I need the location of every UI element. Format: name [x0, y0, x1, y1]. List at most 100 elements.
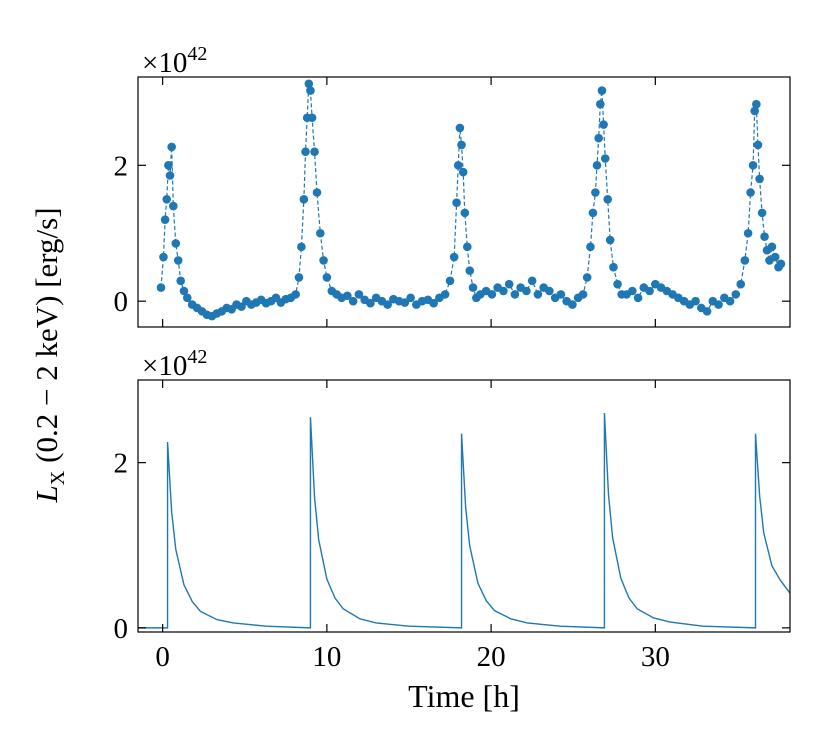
data-point: [354, 290, 364, 299]
data-point: [499, 286, 508, 296]
x-tick-label: 30: [641, 641, 670, 673]
data-point: [162, 194, 172, 204]
data-point: [725, 296, 735, 306]
y-tick-label: 0: [114, 613, 129, 645]
data-point: [714, 300, 723, 309]
x-tick-label: 0: [155, 641, 170, 673]
data-point: [452, 198, 461, 207]
data-point: [179, 286, 189, 296]
data-point: [760, 232, 769, 241]
data-point: [343, 291, 352, 301]
data-point: [533, 290, 543, 299]
data-point: [173, 256, 183, 265]
data-point: [522, 286, 531, 296]
data-point: [449, 252, 459, 262]
data-point: [691, 296, 700, 306]
data-point: [605, 235, 615, 245]
data-point: [487, 290, 497, 299]
data-point: [545, 286, 554, 296]
data-point: [757, 208, 767, 218]
data-point: [591, 188, 600, 197]
data-point: [460, 208, 470, 218]
data-point: [169, 201, 178, 211]
data-point: [159, 252, 168, 262]
data-point: [176, 276, 186, 286]
x-tick-label: 10: [312, 641, 341, 673]
data-point: [299, 194, 309, 204]
x-tick-label: 20: [477, 641, 506, 673]
data-point: [348, 296, 358, 306]
data-point: [319, 256, 328, 265]
data-point: [465, 266, 475, 275]
y-tick-label: 0: [114, 286, 129, 318]
offset-base: ×10: [142, 350, 187, 382]
data-point: [322, 273, 332, 282]
data-point: [156, 283, 166, 292]
data-point: [767, 242, 777, 252]
data-point: [597, 86, 607, 95]
data-point: [237, 302, 246, 311]
data-point: [164, 161, 173, 170]
data-point: [594, 133, 603, 143]
data-point: [304, 79, 314, 89]
data-point: [458, 167, 468, 177]
data-point: [310, 147, 319, 157]
data-point: [301, 147, 310, 157]
data-point: [750, 106, 759, 116]
data-point: [160, 215, 170, 224]
axes-frame: [137, 379, 791, 633]
data-point: [366, 298, 375, 308]
data-point: [603, 194, 613, 204]
data-point: [182, 293, 192, 303]
data-point: [527, 276, 537, 286]
data-point: [406, 293, 415, 303]
data-point: [599, 120, 608, 129]
data-point: [588, 208, 598, 218]
data-point: [306, 86, 315, 95]
data-point: [731, 290, 741, 299]
data-point: [600, 154, 610, 163]
offset-base: ×10: [142, 47, 187, 79]
data-point: [445, 276, 455, 286]
data-point: [297, 242, 306, 252]
dashed-line: [160, 83, 782, 317]
data-point: [592, 161, 602, 170]
plot-area: [138, 413, 790, 629]
data-point: [312, 188, 322, 197]
data-point: [307, 113, 317, 123]
data-point: [440, 290, 450, 299]
data-point: [748, 161, 758, 170]
data-point: [596, 99, 605, 109]
data-point: [586, 242, 595, 252]
data-point: [578, 290, 588, 299]
data-point: [736, 279, 746, 289]
data-point: [468, 283, 478, 292]
model-line: [138, 413, 790, 629]
data-point: [743, 228, 753, 238]
data-point: [165, 171, 175, 180]
offset-exponent: 42: [187, 346, 207, 368]
offset-label: ×1042: [142, 346, 207, 382]
data-point: [755, 174, 764, 184]
data-point: [776, 259, 786, 269]
data-point: [453, 161, 463, 170]
data-point: [455, 123, 465, 133]
data-point: [383, 300, 392, 309]
data-point: [746, 188, 755, 197]
x-axis-label: Time [h]: [408, 678, 520, 714]
data-point: [770, 252, 780, 262]
data-point: [504, 279, 514, 289]
data-point: [294, 273, 304, 282]
y-tick-label: 2: [114, 150, 129, 182]
data-point: [645, 286, 654, 296]
data-point: [429, 298, 438, 308]
offset-exponent: 42: [187, 43, 207, 65]
data-point: [609, 262, 618, 272]
data-point: [753, 140, 763, 150]
data-point: [613, 279, 622, 289]
data-point: [462, 242, 472, 252]
y-axis-label: LX(0.2 − 2 keV) [erg/s]: [29, 207, 69, 503]
data-point: [568, 300, 577, 309]
data-point: [702, 307, 712, 316]
data-point: [315, 228, 325, 238]
